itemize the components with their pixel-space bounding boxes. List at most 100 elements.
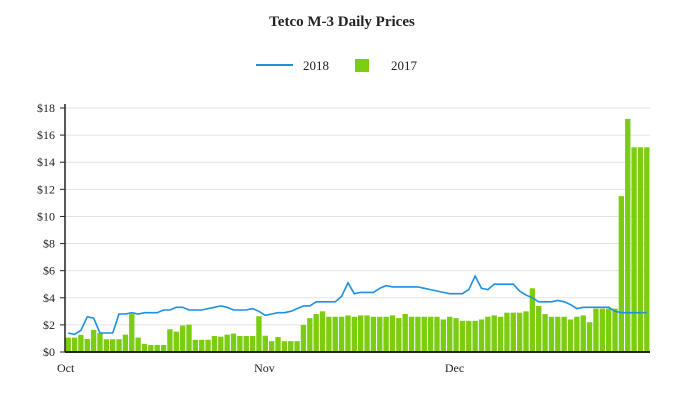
bar-2017 <box>377 317 382 352</box>
bar-2017 <box>638 147 643 352</box>
bar-2017 <box>167 329 172 352</box>
bar-2017 <box>116 339 121 352</box>
bar-2017 <box>466 321 471 352</box>
y-tick-label: $16 <box>37 128 55 142</box>
bar-2017 <box>523 311 528 352</box>
legend-label-2018: 2018 <box>303 58 329 73</box>
bar-2017 <box>155 345 160 352</box>
bar-2017 <box>517 313 522 352</box>
bar-2017 <box>485 317 490 352</box>
legend-label-2017: 2017 <box>391 58 418 73</box>
y-tick-label: $4 <box>43 291 55 305</box>
bar-2017 <box>313 314 318 352</box>
legend-bar-swatch-2017 <box>355 59 369 72</box>
bar-2017 <box>561 317 566 352</box>
bar-2017 <box>174 332 179 352</box>
bar-2017 <box>542 314 547 352</box>
bar-2017 <box>434 317 439 352</box>
bar-2017 <box>193 340 198 352</box>
chart-title: Tetco M-3 Daily Prices <box>269 14 415 30</box>
bar-2017 <box>186 325 191 352</box>
bar-2017 <box>600 309 605 352</box>
bar-2017 <box>581 315 586 352</box>
bar-2017 <box>492 315 497 352</box>
bar-2017 <box>104 339 109 352</box>
bar-2017 <box>536 306 541 352</box>
bar-2017 <box>383 317 388 352</box>
bar-2017 <box>460 321 465 352</box>
bar-2017 <box>587 322 592 352</box>
bar-2017 <box>263 336 268 352</box>
legend: 2018 2017 <box>256 58 418 73</box>
bar-2017 <box>66 338 71 352</box>
bar-2017 <box>371 317 376 352</box>
bar-2017 <box>282 341 287 352</box>
y-tick-label: $2 <box>43 318 55 332</box>
bar-2017 <box>479 319 484 352</box>
bar-2017 <box>307 318 312 352</box>
bar-2017 <box>129 314 134 352</box>
y-tick-label: $0 <box>43 345 55 359</box>
bar-2017 <box>135 338 140 352</box>
y-tick-label: $12 <box>37 182 55 196</box>
bar-2017 <box>231 334 236 352</box>
bar-2017 <box>161 345 166 352</box>
bar-2017 <box>180 326 185 352</box>
bar-2017 <box>403 314 408 352</box>
bar-2017 <box>123 335 128 352</box>
bar-2017 <box>224 335 229 352</box>
bar-2017 <box>396 318 401 352</box>
bar-2017 <box>453 318 458 352</box>
bar-2017 <box>574 317 579 352</box>
bar-2017 <box>205 340 210 352</box>
bar-2017 <box>593 309 598 352</box>
y-tick-label: $14 <box>37 155 55 169</box>
bar-2017 <box>390 315 395 352</box>
bar-2017 <box>326 317 331 352</box>
y-tick-label: $10 <box>37 209 55 223</box>
bar-2017 <box>625 119 630 352</box>
bar-2017 <box>288 341 293 352</box>
bar-2017 <box>244 336 249 352</box>
y-tick-label: $18 <box>37 101 55 115</box>
bar-2017 <box>275 337 280 352</box>
bar-2017 <box>301 325 306 352</box>
y-tick-label: $6 <box>43 264 55 278</box>
bar-2017 <box>631 147 636 352</box>
bar-2017 <box>612 309 617 352</box>
bar-2017 <box>199 340 204 352</box>
y-tick-label: $8 <box>43 237 55 251</box>
bar-2017 <box>345 315 350 352</box>
bar-2017 <box>447 317 452 352</box>
bar-2017 <box>339 317 344 352</box>
bar-2017 <box>320 311 325 352</box>
bar-2017 <box>568 319 573 352</box>
x-tick-label: Dec <box>445 361 464 375</box>
bar-2017 <box>333 317 338 352</box>
bar-2017 <box>237 336 242 352</box>
bar-2017 <box>352 317 357 352</box>
bar-2017 <box>441 319 446 352</box>
bar-2017 <box>148 345 153 352</box>
bar-2017 <box>72 338 77 352</box>
bar-2017 <box>428 317 433 352</box>
bar-2017 <box>504 313 509 352</box>
bar-2017 <box>511 313 516 352</box>
x-tick-label: Oct <box>57 361 75 375</box>
bar-2017 <box>498 317 503 352</box>
bar-2017 <box>269 341 274 352</box>
bar-2017 <box>644 147 649 352</box>
bar-2017 <box>212 336 217 352</box>
bar-2017 <box>555 317 560 352</box>
bar-2017 <box>364 315 369 352</box>
bar-2017 <box>549 317 554 352</box>
bar-2017 <box>415 317 420 352</box>
bar-2017 <box>619 196 624 352</box>
bar-2017 <box>606 309 611 352</box>
bar-2017 <box>142 344 147 352</box>
bar-2017 <box>110 339 115 352</box>
x-tick-label: Nov <box>254 361 275 375</box>
bar-2017 <box>218 337 223 352</box>
bar-2017 <box>97 333 102 352</box>
